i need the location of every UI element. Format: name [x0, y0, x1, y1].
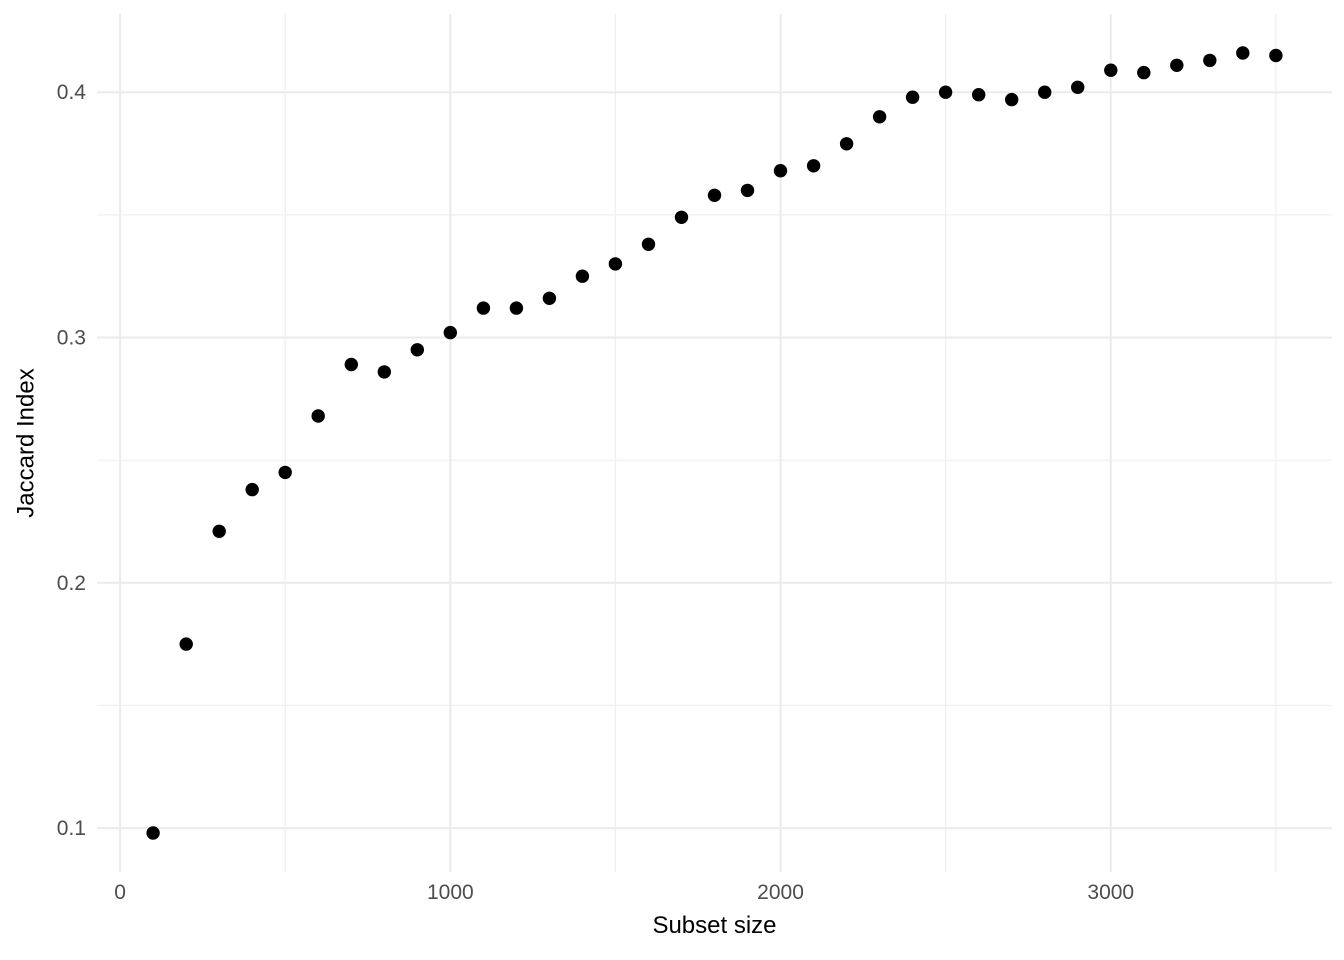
data-point: [443, 325, 457, 340]
data-point: [674, 210, 689, 224]
data-point: [773, 164, 788, 178]
x-axis-title: Subset size: [652, 912, 777, 939]
data-point: [278, 465, 292, 480]
y-tick-label: 0.2: [57, 572, 86, 595]
data-point: [1170, 58, 1184, 72]
data-point: [377, 365, 391, 379]
data-point: [179, 637, 193, 651]
data-point: [212, 524, 226, 538]
data-point: [972, 88, 986, 102]
data-point: [740, 183, 755, 198]
x-tick-label: 0: [114, 881, 126, 904]
data-point: [245, 482, 259, 497]
y-axis-title-container: Jaccard Index: [13, 0, 41, 886]
data-point: [1203, 53, 1217, 68]
data-point: [476, 301, 491, 315]
y-tick-label: 0.3: [57, 327, 86, 350]
data-point: [1137, 65, 1151, 80]
data-point: [641, 237, 656, 251]
data-point: [608, 257, 623, 271]
y-tick-label: 0.1: [57, 817, 86, 840]
data-point: [1038, 85, 1052, 99]
y-tick-label: 0.4: [57, 81, 87, 104]
data-point: [1071, 80, 1085, 95]
data-point: [146, 826, 160, 840]
x-tick-label: 1000: [427, 881, 474, 904]
data-point: [1104, 63, 1118, 77]
x-tick-label: 2000: [757, 881, 804, 904]
data-point: [542, 291, 557, 305]
data-point: [1236, 46, 1250, 60]
data-point: [1005, 92, 1019, 107]
y-axis-title: Jaccard Index: [13, 368, 41, 518]
data-point: [839, 137, 854, 151]
data-point: [905, 90, 920, 104]
data-point: [806, 159, 821, 173]
data-point: [344, 357, 358, 372]
data-point: [707, 188, 722, 202]
x-tick-label: 3000: [1087, 881, 1134, 904]
data-point: [872, 110, 887, 124]
data-point: [509, 301, 524, 315]
data-point: [311, 409, 325, 423]
data-point: [410, 343, 424, 357]
data-point: [575, 269, 590, 283]
data-point: [1269, 48, 1283, 63]
data-point: [938, 85, 953, 99]
